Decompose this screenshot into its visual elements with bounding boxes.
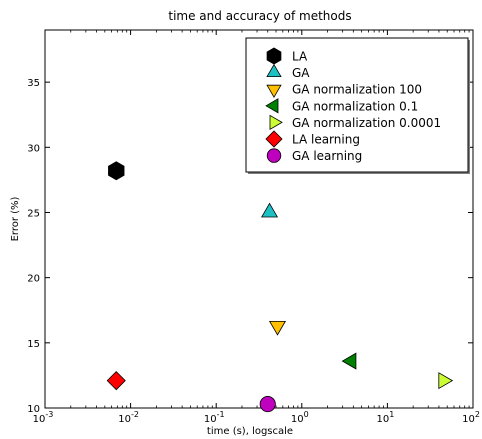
x-tick-label: 10-1: [204, 410, 225, 425]
data-point: [108, 161, 125, 181]
legend-box: [245, 37, 469, 173]
y-tick-label: 35: [27, 78, 40, 89]
x-tick-label: 102: [462, 410, 480, 425]
data-point: [268, 320, 287, 336]
legend-marker: [266, 47, 282, 65]
data-points: [106, 161, 454, 413]
x-tick-label: 101: [376, 410, 394, 425]
legend-marker: [269, 114, 283, 131]
legend-label: GA: [292, 66, 310, 80]
y-tick-label: 25: [27, 208, 40, 219]
legend-marker: [266, 148, 282, 163]
legend-label: GA normalization 100: [292, 83, 422, 97]
legend-label: GA normalization 0.1: [292, 99, 418, 113]
legend: LA GA GA normalization 100 GA normalization…: [245, 37, 470, 174]
plot-area: [44, 29, 474, 409]
x-tick-label: 100: [291, 410, 309, 425]
data-point: [341, 352, 357, 370]
y-axis: 10 15 20 25 30 35: [27, 78, 473, 415]
legend-label: GA learning: [292, 149, 362, 163]
data-point: [106, 371, 126, 391]
legend-marker: [265, 130, 283, 148]
x-tick-label: 10-2: [118, 410, 139, 425]
chart-title: time and accuracy of methods: [168, 9, 351, 23]
legend-label: LA learning: [292, 133, 360, 147]
legend-marker: [265, 98, 279, 114]
x-axis-label: time (s), logscale: [207, 426, 293, 437]
data-point: [259, 396, 276, 413]
legend-label: GA normalization 0.0001: [292, 116, 441, 130]
legend-marker: [266, 84, 282, 98]
x-tick-label: 10-3: [33, 410, 54, 425]
x-axis: 10-3 10-2 10-1 100 101 102: [33, 30, 480, 425]
y-tick-label: 10: [27, 404, 40, 415]
legend-label: LA: [292, 50, 308, 64]
y-tick-label: 30: [27, 143, 40, 154]
y-tick-label: 20: [27, 274, 40, 285]
y-axis-label: Error (%): [10, 196, 21, 241]
data-point: [261, 202, 279, 218]
legend-marker: [266, 63, 282, 77]
y-tick-label: 15: [27, 339, 40, 350]
data-point: [438, 372, 454, 390]
